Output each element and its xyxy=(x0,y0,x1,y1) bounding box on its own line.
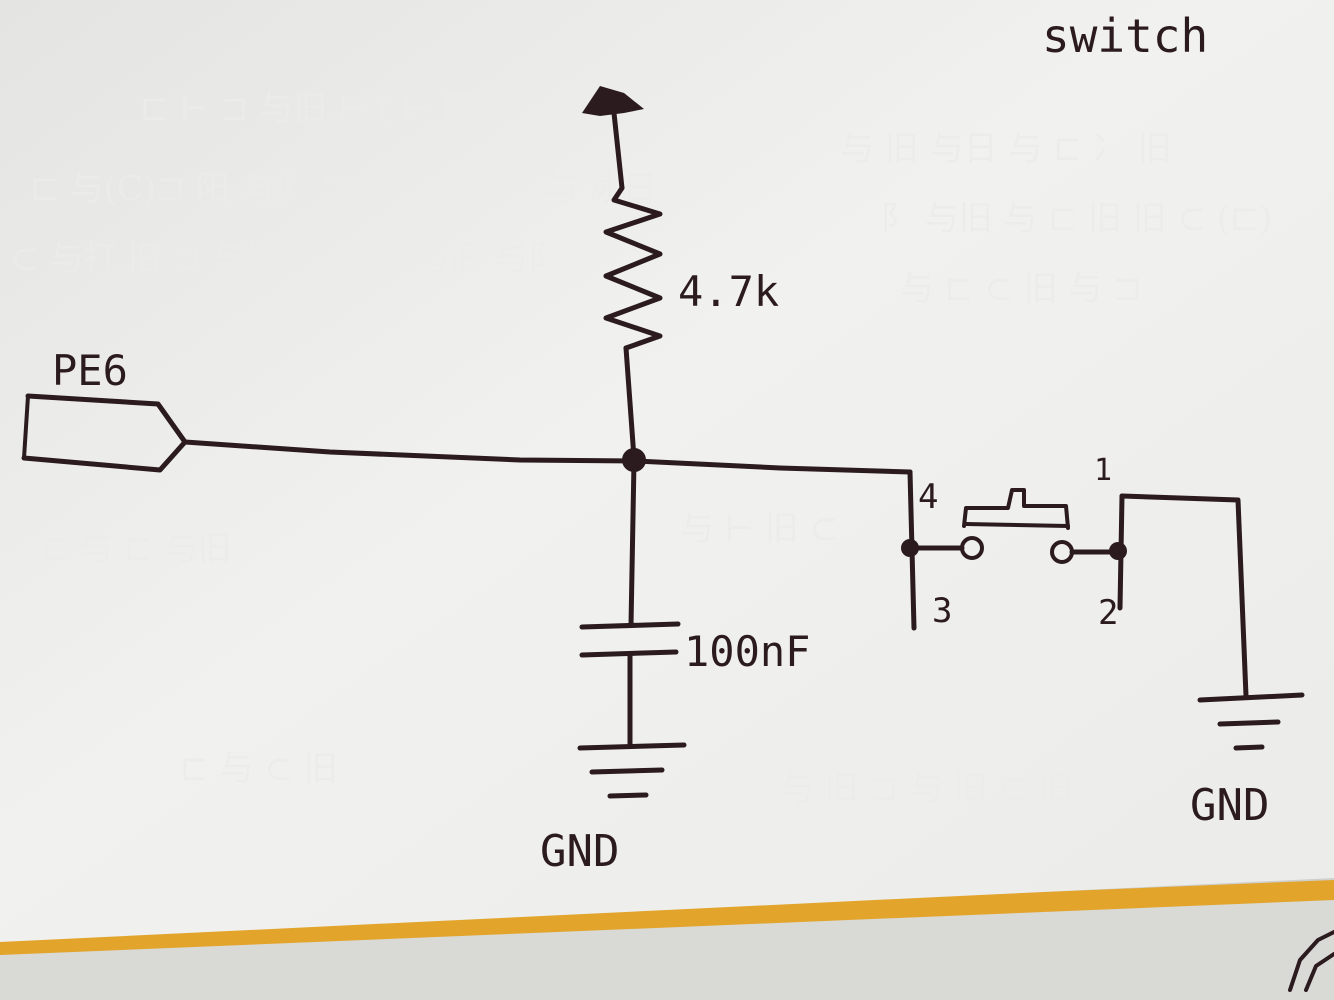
switch-pin-4-label: 4 xyxy=(918,477,938,517)
ground-icon-right xyxy=(1197,692,1305,751)
svg-text:⊂ 与 ⊏ 与旧: ⊂ 与 ⊏ 与旧 xyxy=(40,529,232,569)
svg-text:⊂ 与打 旧 ⊐ 与旧 ∵ 与旧 与旧 与阝: ⊂ 与打 旧 ⊐ 与旧 ∵ 与旧 与旧 与阝 xyxy=(10,239,562,279)
switch-pin-3-label: 3 xyxy=(932,591,952,631)
switch-pin-1-label: 1 xyxy=(1094,453,1112,488)
svg-text:与 旧 与日 与 ⊏ 冫 旧: 与 旧 与日 与 ⊏ 冫 旧 xyxy=(840,129,1172,169)
capacitor-value-label: 100nF xyxy=(684,627,810,676)
pullup-resistor xyxy=(603,185,663,351)
svg-text:与 ⊢ 旧 ⊂: 与 ⊢ 旧 ⊂ xyxy=(680,509,838,549)
signal-net xyxy=(182,439,913,475)
svg-text:⊏ ⊢ ⊐ 与旧 ⊢ ( ⊢ 冂 ): ⊏ ⊢ ⊐ 与旧 ⊢ ( ⊢ 冂 ) xyxy=(140,89,500,129)
paper-sheet xyxy=(0,0,1334,942)
resistor-value-label: 4.7k xyxy=(678,267,779,316)
ground-icon xyxy=(577,742,687,799)
switch-pin-2-label: 2 xyxy=(1098,593,1118,633)
switch-right-terminal xyxy=(1050,493,1249,699)
switch-left-terminal xyxy=(901,469,984,631)
svg-text:⊏ 与 ⊂ 旧: ⊏ 与 ⊂ 旧 xyxy=(180,749,338,789)
corner-doodle xyxy=(1288,930,1334,992)
svg-text:阝 与旧 与 ⊏ 旧 旧 ⊂ (⊏): 阝 与旧 与 ⊏ 旧 旧 ⊂ (⊏) xyxy=(880,199,1272,239)
decoupling-capacitor xyxy=(579,459,681,749)
svg-text:与 ⊏ ⊂ 旧 与 ⊐: 与 ⊏ ⊂ 旧 与 ⊐ xyxy=(900,269,1142,309)
push-button-switch-icon xyxy=(962,488,1070,530)
embossed-background-text: ⊏ 与(C)⊐ 阳 与阝 ∵ 与陌 与旧 - 与 冰日 ⊂ 与打 旧 ⊐ 与旧 … xyxy=(10,89,1272,809)
gnd-label-right: GND xyxy=(1190,780,1269,831)
gnd-label-left: GND xyxy=(540,826,619,877)
svg-text:与 旧 ⊐ 与 旧 ⊂ 旧: 与 旧 ⊐ 与 旧 ⊂ 旧 xyxy=(780,769,1072,809)
svg-text:⊏ 与(C)⊐ 阳 与阝 ∵ 与陌 与旧 - 与 冰日: ⊏ 与(C)⊐ 阳 与阝 ∵ 与陌 与旧 - 与 冰日 xyxy=(30,169,657,209)
paper-shadow xyxy=(0,900,1334,1000)
pe6-label: PE6 xyxy=(52,346,128,395)
title-label: switch xyxy=(1042,9,1208,63)
vcc-supply-icon xyxy=(582,86,644,116)
